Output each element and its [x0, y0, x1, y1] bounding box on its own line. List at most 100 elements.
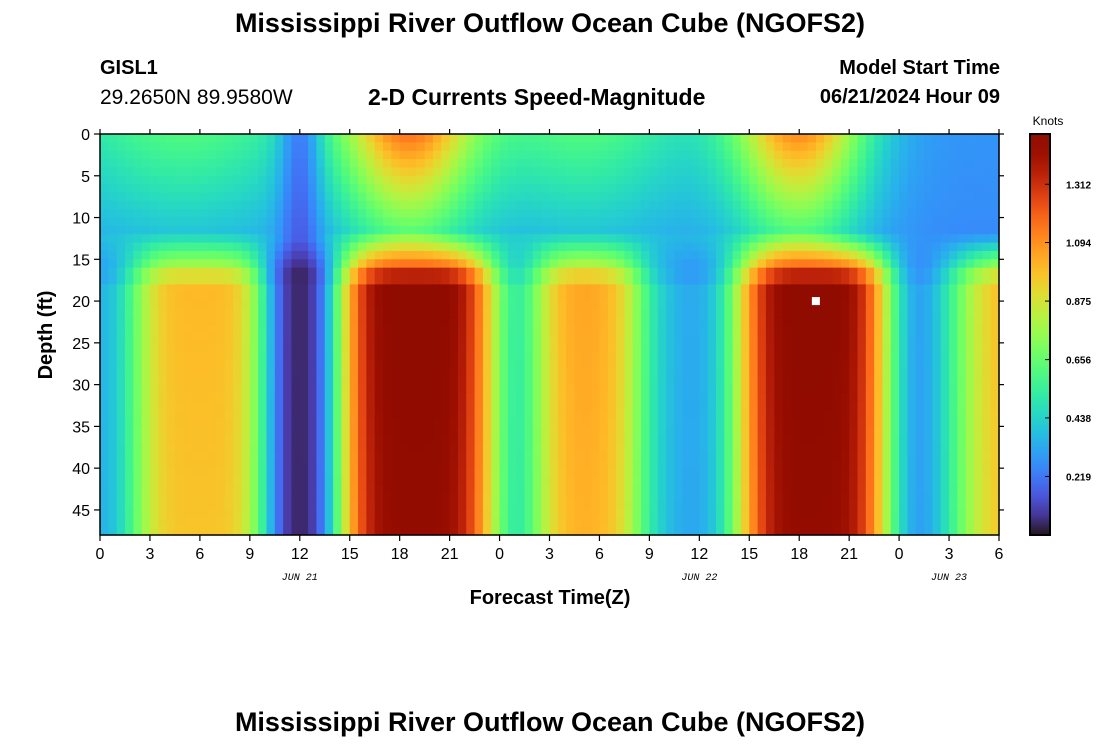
heatmap-cell [116, 209, 126, 219]
heatmap-cell [316, 501, 326, 511]
heatmap-cell [890, 192, 900, 202]
heatmap-cell [216, 142, 226, 152]
heatmap-cell [366, 250, 376, 260]
heatmap-cell [649, 259, 659, 269]
heatmap-cell [724, 359, 734, 369]
heatmap-cell [149, 150, 159, 160]
heatmap-cell [516, 134, 526, 143]
heatmap-cell [524, 384, 534, 394]
heatmap-cell [657, 284, 667, 294]
heatmap-cell [974, 384, 983, 394]
heatmap-cell [857, 309, 867, 319]
heatmap-cell [399, 359, 409, 369]
heatmap-cell [432, 501, 442, 511]
heatmap-cell [158, 426, 168, 436]
heatmap-cell [815, 167, 825, 177]
heatmap-cell [316, 234, 326, 244]
heatmap-cell [607, 493, 617, 503]
heatmap-cell [100, 351, 109, 361]
heatmap-cell [840, 376, 850, 386]
heatmap-cell [824, 159, 834, 169]
heatmap-cell [740, 367, 750, 377]
heatmap-cell [757, 225, 767, 235]
heatmap-cell [765, 175, 775, 185]
heatmap-cell [116, 334, 126, 344]
heatmap-cell [599, 150, 609, 160]
heatmap-cell [499, 159, 509, 169]
heatmap-cell [166, 167, 176, 177]
heatmap-cell [641, 234, 650, 244]
heatmap-cell [707, 242, 717, 252]
heatmap-cell [407, 175, 417, 185]
heatmap-cell [441, 476, 451, 486]
heatmap-cell [707, 326, 717, 336]
heatmap-cell [224, 284, 234, 294]
heatmap-cell [149, 409, 159, 419]
heatmap-cell [641, 484, 650, 494]
heatmap-cell [524, 334, 534, 344]
heatmap-cell [249, 409, 259, 419]
heatmap-cell [324, 459, 334, 469]
heatmap-cell [541, 292, 551, 302]
heatmap-cell [391, 418, 401, 427]
heatmap-cell [133, 342, 143, 352]
heatmap-cell [108, 292, 118, 302]
heatmap-cell [100, 392, 109, 402]
heatmap-cell [924, 259, 933, 269]
heatmap-cell [166, 476, 176, 486]
heatmap-cell [507, 225, 517, 235]
heatmap-cell [374, 309, 384, 319]
heatmap-cell [974, 476, 983, 486]
heatmap-cell [174, 518, 184, 528]
heatmap-cell [591, 192, 601, 202]
heatmap-cell [924, 376, 933, 386]
heatmap-cell [865, 225, 875, 235]
heatmap-cell [907, 250, 917, 260]
heatmap-cell [582, 267, 592, 277]
heatmap-cell [674, 493, 684, 503]
heatmap-cell [807, 242, 817, 252]
heatmap-cell [308, 250, 318, 260]
heatmap-cell [699, 501, 709, 511]
heatmap-cell [383, 175, 392, 185]
heatmap-cell [790, 159, 800, 169]
heatmap-cell [432, 468, 442, 478]
heatmap-cell [957, 342, 967, 352]
heatmap-cell [557, 192, 567, 202]
heatmap-cell [865, 150, 875, 160]
heatmap-cell [383, 426, 392, 436]
heatmap-cell [308, 476, 318, 486]
heatmap-cell [524, 234, 534, 244]
heatmap-cell [441, 443, 451, 453]
heatmap-cell [191, 301, 201, 311]
heatmap-cell [299, 409, 309, 419]
heatmap-cell [333, 242, 342, 252]
heatmap-cell [574, 134, 584, 143]
heatmap-cell [724, 142, 734, 152]
heatmap-cell [724, 242, 734, 252]
heatmap-cell [216, 217, 226, 227]
heatmap-cell [674, 317, 684, 327]
heatmap-cell [233, 401, 243, 411]
heatmap-cell [657, 418, 667, 427]
heatmap-cell [457, 334, 467, 344]
heatmap-cell [224, 359, 234, 369]
heatmap-cell [649, 142, 659, 152]
heatmap-cell [882, 267, 892, 277]
heatmap-cell [333, 326, 342, 336]
heatmap-cell [799, 192, 809, 202]
heatmap-cell [949, 217, 958, 227]
heatmap-cell [266, 150, 276, 160]
heatmap-cell [924, 351, 933, 361]
heatmap-cell [516, 309, 526, 319]
heatmap-cell [516, 443, 526, 453]
heatmap-cell [607, 284, 617, 294]
heatmap-cell [258, 192, 268, 202]
heatmap-cell [407, 451, 417, 461]
heatmap-cell [224, 225, 234, 235]
heatmap-cell [874, 493, 884, 503]
heatmap-cell [940, 250, 950, 260]
heatmap-cell [233, 159, 243, 169]
heatmap-cell [657, 317, 667, 327]
heatmap-cell [291, 309, 301, 319]
